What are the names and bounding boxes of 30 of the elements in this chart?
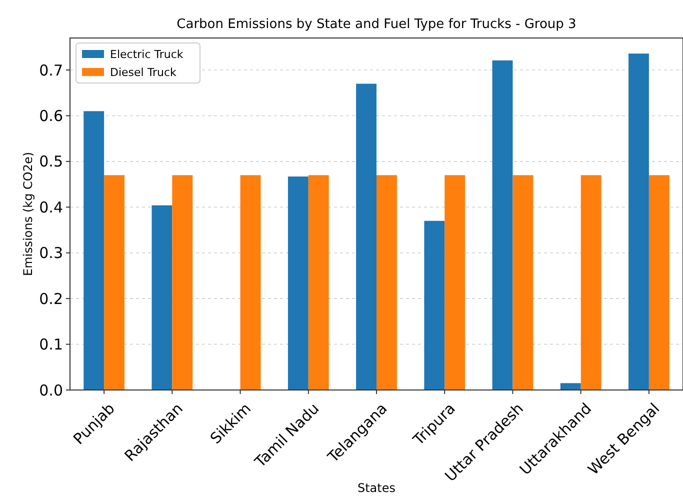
bar xyxy=(492,60,513,390)
bar xyxy=(512,175,534,390)
bar xyxy=(288,176,308,390)
y-tick-label: 0.5 xyxy=(39,152,63,171)
y-tick-label: 0.0 xyxy=(39,381,63,400)
chart-title: Carbon Emissions by State and Fuel Type for Trucks - Group 3 xyxy=(176,17,576,32)
y-tick-label: 0.4 xyxy=(39,198,63,216)
bar xyxy=(580,175,602,390)
bar xyxy=(308,175,329,390)
bar xyxy=(356,84,376,390)
legend-label: Diesel Truck xyxy=(110,66,177,79)
bar xyxy=(172,175,193,390)
bar xyxy=(648,175,670,390)
bar xyxy=(376,175,397,390)
legend-label: Electric Truck xyxy=(110,48,184,61)
y-tick-label: 0.3 xyxy=(39,244,63,262)
y-tick-label: 0.1 xyxy=(39,336,63,354)
x-axis-title: States xyxy=(357,481,396,495)
y-tick-label: 0.2 xyxy=(39,290,63,308)
y-tick-label: 0.7 xyxy=(39,61,63,80)
bar xyxy=(240,175,261,390)
bar xyxy=(84,111,104,390)
bar xyxy=(152,205,172,390)
bar xyxy=(628,54,649,390)
bar xyxy=(560,383,581,390)
bar xyxy=(444,175,466,390)
y-axis-title: Emissions (kg CO2e) xyxy=(21,152,35,276)
bar xyxy=(104,175,124,390)
y-tick-label: 0.6 xyxy=(39,106,63,125)
bar xyxy=(424,220,445,390)
